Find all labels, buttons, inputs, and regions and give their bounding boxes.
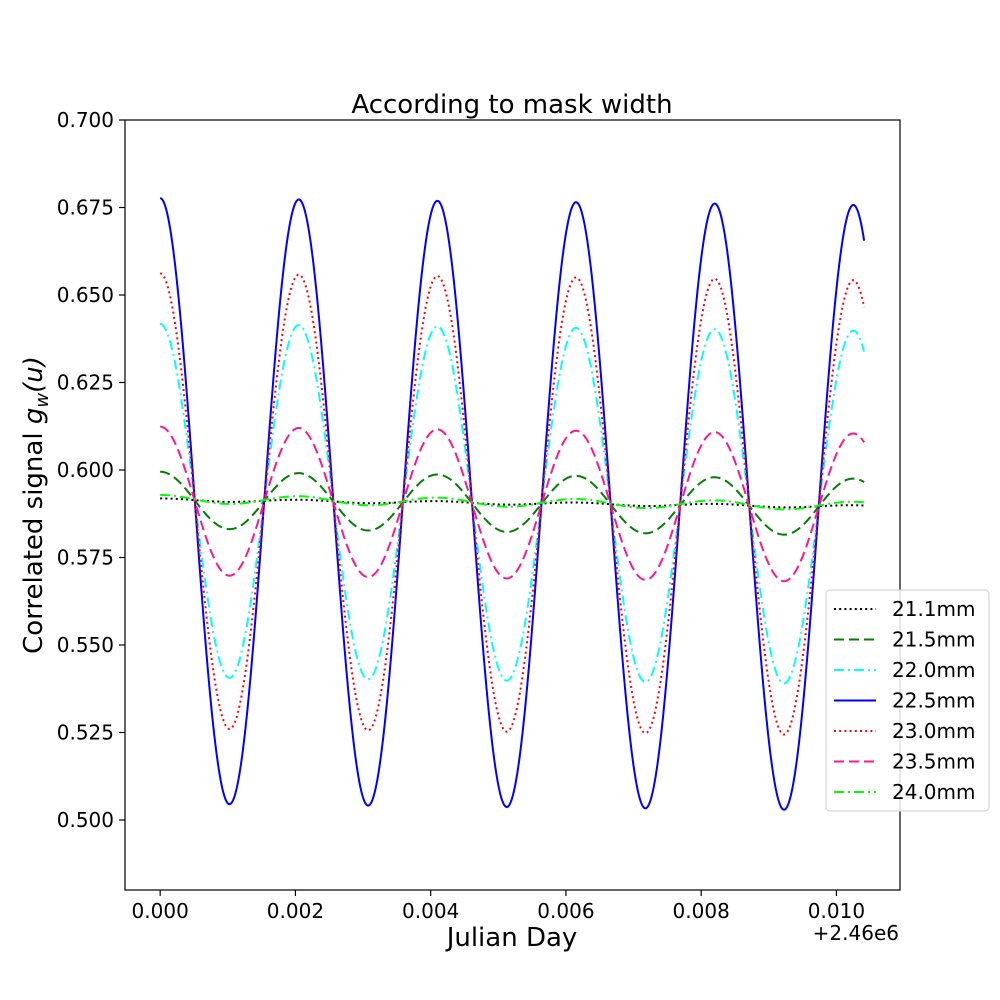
plot-lines	[159, 197, 866, 811]
legend-label: 24.0mm	[892, 780, 976, 804]
legend-label: 21.1mm	[892, 597, 976, 621]
x-tick-label: 0.006	[537, 899, 594, 923]
y-axis-title-prefix: Correlated signal	[19, 424, 49, 654]
y-axis-title: Correlated signal gw(u)	[19, 356, 53, 654]
series-line-23.0mm	[159, 272, 866, 736]
series-line-23.5mm	[160, 425, 865, 583]
y-tick-label: 0.600	[57, 458, 114, 482]
y-axis-ticks: 0.500 0.525 0.550 0.575 0.600 0.625 0.650 0.675…	[57, 108, 125, 832]
legend-label: 22.0mm	[892, 658, 976, 682]
series-line-21.5mm	[160, 470, 865, 536]
y-tick-label: 0.650	[57, 283, 114, 307]
legend-label: 22.5mm	[892, 689, 976, 713]
x-axis-ticks: 0.000 0.002 0.004 0.006 0.008 0.010	[132, 890, 865, 923]
legend-label: 21.5mm	[892, 628, 976, 652]
y-axis-title-argument: (u)	[19, 356, 49, 393]
chart-title: According to mask width	[351, 90, 672, 120]
plot-frame	[124, 119, 901, 891]
y-axis-title-subscript: w	[32, 393, 53, 408]
y-axis-title-symbol: g	[19, 408, 49, 425]
x-offset-label: +2.46e6	[813, 921, 899, 945]
y-tick-label: 0.575	[57, 546, 114, 570]
y-tick-label: 0.700	[57, 108, 114, 132]
x-axis-title: Julian Day	[445, 923, 578, 953]
y-tick-label: 0.525	[57, 721, 114, 745]
legend-label: 23.5mm	[892, 750, 976, 774]
legend-label: 23.0mm	[892, 719, 976, 743]
series-line-22.0mm	[159, 322, 866, 685]
legend-box	[825, 589, 990, 812]
y-tick-label: 0.550	[57, 633, 114, 657]
legend: 21.1mm 21.5mm 22.0mm 22.5mm 23.0mm 23.5mm 24.0…	[825, 589, 990, 812]
x-tick-label: 0.010	[808, 899, 865, 923]
x-tick-label: 0.002	[267, 899, 324, 923]
x-tick-label: 0.004	[402, 899, 459, 923]
y-tick-label: 0.500	[57, 808, 114, 832]
y-tick-label: 0.675	[57, 196, 114, 220]
series-line-24.0mm	[160, 493, 865, 511]
x-tick-label: 0.008	[673, 899, 730, 923]
y-tick-label: 0.625	[57, 371, 114, 395]
series-line-22.5mm	[159, 197, 866, 811]
x-tick-label: 0.000	[132, 899, 189, 923]
